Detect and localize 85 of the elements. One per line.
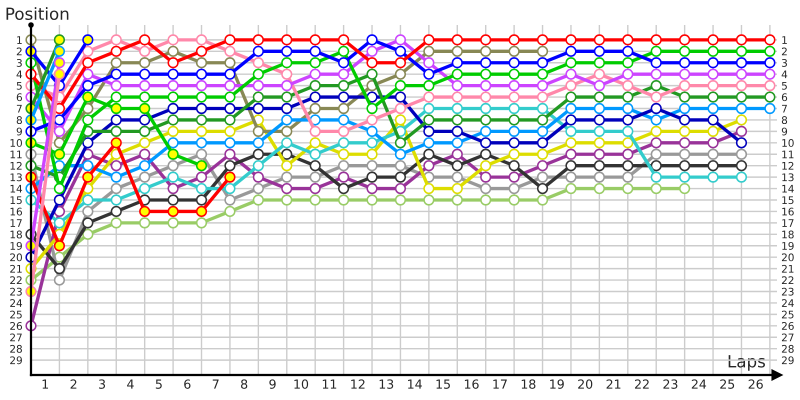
x-tick-label: 16 [464, 379, 479, 389]
y2-tick-label: 22 [782, 276, 794, 284]
y-tick-label: 19 [10, 242, 22, 250]
y2-tick-label: 26 [782, 322, 794, 330]
x-tick-label: 13 [380, 379, 394, 389]
y-tick-label: 20 [10, 253, 22, 262]
y2-tick-label: 10 [782, 139, 794, 147]
y-tick-label: 13 [10, 173, 22, 182]
y-tick-label: 26 [10, 322, 22, 330]
y2-tick-label: 3 [782, 58, 787, 67]
y2-tick-label: 27 [782, 333, 794, 342]
x-tick-label: 10 [294, 379, 308, 389]
x-tick-label: 4 [127, 380, 134, 389]
y2-tick-label: 2 [782, 48, 787, 56]
x-tick-label: 20 [578, 379, 592, 389]
x-tick-label: 2 [70, 379, 76, 389]
y-tick-label: 15 [10, 196, 22, 204]
x-tick-label: 15 [436, 380, 450, 389]
y2-tick-label: 13 [782, 173, 794, 182]
y2-tick-label: 7 [782, 104, 787, 112]
y2-tick-label: 5 [782, 82, 787, 90]
y-tick-label: 9 [16, 128, 22, 136]
x-tick-label: 22 [634, 379, 649, 389]
y-tick-label: 7 [16, 104, 22, 112]
x-tick-label: 5 [156, 380, 162, 389]
y-tick-label: 18 [10, 230, 22, 238]
x-tick-label: 26 [748, 379, 763, 389]
x-tick-label: 21 [606, 379, 620, 389]
y2-tick-label: 15 [782, 196, 794, 204]
x-tick-label: 12 [351, 379, 365, 389]
y-tick-label: 29 [10, 356, 22, 364]
x-tick-label: 19 [550, 379, 564, 389]
y2-tick-label: 11 [782, 150, 794, 158]
x-tick-label: 25 [720, 379, 734, 389]
x-tick-label: 1 [42, 380, 48, 389]
x-tick-label: 18 [522, 379, 536, 389]
y2-tick-label: 18 [782, 230, 794, 238]
y2-tick-label: 1 [782, 36, 787, 44]
y2-tick-label: 6 [782, 93, 788, 102]
y2-tick-label: 28 [782, 344, 794, 353]
y-tick-label: 2 [16, 48, 22, 56]
y-tick-label: 27 [10, 333, 22, 342]
x-tick-label: 17 [493, 380, 507, 389]
y-tick-label: 14 [10, 184, 22, 193]
y-tick-label: 10 [10, 139, 22, 147]
y-tick-label: 28 [10, 344, 22, 353]
y-tick-label: 8 [16, 116, 22, 124]
x-tick-label: 3 [99, 379, 106, 389]
y-tick-label: 11 [10, 150, 22, 158]
y2-tick-label: 14 [782, 184, 794, 193]
y2-tick-label: 23 [782, 288, 794, 296]
y-axis-title: Position [6, 7, 68, 20]
y-tick-label: 21 [10, 264, 22, 273]
y-tick-label: 4 [16, 70, 22, 78]
y2-tick-label: 29 [782, 356, 794, 364]
y2-tick-label: 20 [782, 253, 794, 262]
x-tick-label: 8 [241, 379, 248, 389]
y2-tick-label: 17 [782, 219, 794, 227]
y2-tick-label: 16 [782, 208, 794, 216]
y2-tick-label: 21 [782, 264, 794, 273]
y-tick-label: 6 [16, 93, 22, 102]
y2-tick-label: 12 [782, 162, 794, 170]
y2-tick-label: 25 [782, 310, 794, 318]
y-tick-label: 25 [10, 310, 22, 318]
y-tick-label: 23 [10, 288, 22, 296]
y-tick-label: 22 [10, 276, 22, 284]
x-tick-label: 9 [269, 379, 276, 389]
y-tick-label: 1 [17, 36, 22, 44]
y2-tick-label: 4 [782, 70, 788, 78]
y-tick-label: 3 [16, 58, 22, 67]
y-tick-label: 24 [10, 299, 22, 307]
y2-tick-label: 24 [782, 299, 794, 307]
y-tick-label: 16 [10, 208, 22, 216]
x-tick-label: 24 [692, 379, 706, 389]
x-tick-label: 11 [322, 380, 336, 389]
y2-tick-label: 19 [782, 242, 794, 250]
y-tick-label: 5 [16, 82, 22, 90]
y2-tick-label: 9 [782, 128, 788, 136]
x-tick-label: 14 [408, 380, 422, 389]
y-tick-label: 12 [10, 162, 22, 170]
x-tick-label: 6 [184, 379, 190, 389]
x-tick-label: 7 [212, 380, 219, 389]
x-tick-label: 23 [663, 379, 678, 389]
y-tick-label: 17 [10, 219, 22, 227]
y2-tick-label: 8 [782, 116, 788, 124]
